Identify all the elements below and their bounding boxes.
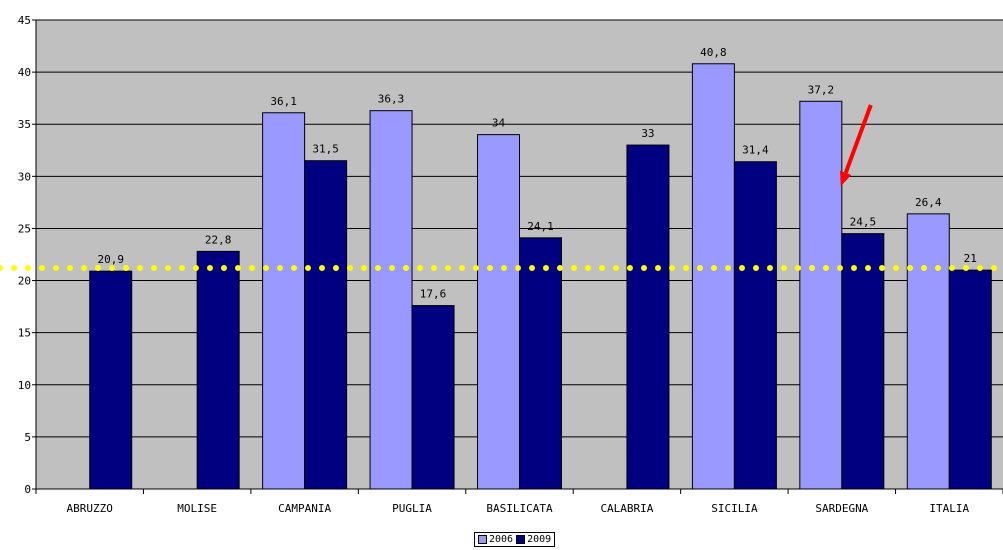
y-tick-label: 30 <box>18 170 31 183</box>
legend: 2006 2009 <box>474 532 556 547</box>
data-label-2009-molise: 22,8 <box>205 233 232 246</box>
bar-2006-campania <box>262 112 306 490</box>
x-tick-label-calabria: CALABRIA <box>600 502 653 515</box>
x-tick-label-abruzzo: ABRUZZO <box>67 502 113 515</box>
data-label-2009-abruzzo: 20,9 <box>97 253 124 266</box>
x-tick-label-campania: CAMPANIA <box>278 502 331 515</box>
axes <box>35 20 1003 490</box>
x-tick-label-basilicata: BASILICATA <box>486 502 553 515</box>
data-label-2006-puglia: 36,3 <box>378 93 405 106</box>
bar-2006-sicilia <box>691 63 735 490</box>
data-label-2006-italia: 26,4 <box>915 196 942 209</box>
bar-2006-italia <box>906 213 950 490</box>
legend-swatch-2009 <box>516 535 526 544</box>
x-tick-label-molise: MOLISE <box>177 502 217 515</box>
y-tick-label: 15 <box>18 327 31 340</box>
bar-2009-sicilia <box>733 161 777 490</box>
x-tick-label-sardegna: SARDEGNA <box>815 502 868 515</box>
data-label-2006-sardegna: 37,2 <box>808 83 835 96</box>
data-label-2009-calabria: 33 <box>641 127 654 140</box>
bars <box>89 63 992 490</box>
y-tick-label: 35 <box>18 118 31 131</box>
y-tick-label: 10 <box>18 379 31 392</box>
y-tick-label: 5 <box>24 431 31 444</box>
legend-item-2006: 2006 <box>478 534 513 545</box>
arrow-shaft <box>843 104 873 174</box>
data-label-2009-sardegna: 24,5 <box>850 216 877 229</box>
data-label-2006-basilicata: 34 <box>492 117 506 130</box>
bar-2009-abruzzo <box>89 270 133 490</box>
bar-2009-calabria <box>626 144 670 490</box>
bar-2009-campania <box>304 160 348 490</box>
x-tick-label-italia: ITALIA <box>929 502 969 515</box>
data-label-2009-sicilia: 31,4 <box>742 144 769 157</box>
data-label-2009-puglia: 17,6 <box>420 288 447 301</box>
annotation-arrow <box>840 104 873 186</box>
x-tick-label-sicilia: SICILIA <box>711 502 758 515</box>
bar-2009-italia <box>948 269 992 490</box>
data-label-2009-basilicata: 24,1 <box>527 220 554 233</box>
bar-2009-puglia <box>411 305 455 490</box>
legend-label-2009: 2009 <box>527 534 552 545</box>
legend-label-2006: 2006 <box>489 534 514 545</box>
x-tick-label-puglia: PUGLIA <box>392 502 432 515</box>
data-labels: 36,1 36,3 34 40,8 37,2 26,4 20,9 22,8 31,5 17,6 24… <box>97 46 976 301</box>
data-label-2006-sicilia: 40,8 <box>700 46 727 59</box>
legend-item-2009: 2009 <box>516 534 551 545</box>
legend-swatch-2006 <box>478 535 487 544</box>
y-axis-ticks: 0 5 10 15 20 25 30 35 40 45 <box>18 14 36 496</box>
x-axis-ticks: ABRUZZO MOLISE CAMPANIA PUGLIA BASILICATA CAL… <box>35 489 1003 515</box>
arrow-head <box>840 170 852 186</box>
y-tick-label: 25 <box>18 222 31 235</box>
y-tick-label: 0 <box>24 483 31 496</box>
bar-2006-sardegna <box>799 100 843 490</box>
bar-2009-molise <box>196 250 240 490</box>
bar-2006-basilicata <box>477 134 520 490</box>
bar-2009-sardegna <box>841 233 885 490</box>
data-label-2009-campania: 31,5 <box>312 143 339 156</box>
bar-2009-basilicata <box>519 237 562 490</box>
y-tick-label: 20 <box>18 275 31 288</box>
y-tick-label: 45 <box>18 14 31 27</box>
data-label-2009-italia: 21 <box>964 252 977 265</box>
data-label-2006-campania: 36,1 <box>270 95 297 108</box>
y-tick-label: 40 <box>18 66 31 79</box>
bar-2006-puglia <box>369 110 413 490</box>
